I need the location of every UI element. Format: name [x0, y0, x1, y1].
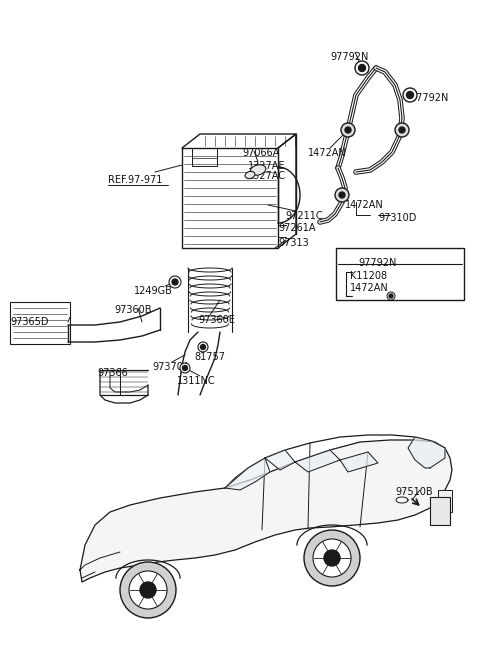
Circle shape: [198, 342, 208, 352]
Text: 1249GB: 1249GB: [134, 286, 173, 296]
Circle shape: [120, 562, 176, 618]
Polygon shape: [340, 452, 378, 472]
Text: 97261A: 97261A: [278, 223, 315, 233]
Circle shape: [407, 91, 413, 98]
Text: K11208: K11208: [350, 271, 387, 281]
Text: 1472AN: 1472AN: [350, 283, 389, 293]
Bar: [438, 490, 452, 512]
Circle shape: [345, 127, 351, 133]
Circle shape: [359, 64, 365, 72]
Circle shape: [395, 123, 409, 137]
Text: 97370A: 97370A: [152, 362, 190, 372]
Text: 97211C: 97211C: [285, 211, 323, 221]
Ellipse shape: [250, 165, 266, 175]
Circle shape: [140, 582, 156, 598]
Text: 97365D: 97365D: [10, 317, 48, 327]
Circle shape: [129, 571, 167, 609]
Polygon shape: [225, 458, 270, 490]
Circle shape: [387, 292, 395, 300]
Circle shape: [403, 88, 417, 102]
Polygon shape: [265, 450, 295, 470]
Text: 97792N: 97792N: [358, 258, 396, 268]
Text: 1472AN: 1472AN: [345, 200, 384, 210]
Circle shape: [389, 294, 393, 298]
Circle shape: [399, 127, 405, 133]
Circle shape: [182, 365, 188, 371]
Text: 97366: 97366: [97, 368, 128, 378]
Text: 97360B: 97360B: [114, 305, 152, 315]
Polygon shape: [295, 450, 340, 472]
Text: 1327AC: 1327AC: [248, 171, 286, 181]
Circle shape: [304, 530, 360, 586]
Circle shape: [201, 344, 205, 350]
Bar: [192, 148, 217, 158]
Text: 97792N: 97792N: [410, 93, 448, 103]
Bar: [430, 497, 450, 525]
Text: 81757: 81757: [194, 352, 225, 362]
Text: 97313: 97313: [278, 238, 309, 248]
Text: 1311NC: 1311NC: [177, 376, 216, 386]
Text: 1327AE: 1327AE: [248, 161, 286, 171]
Bar: [336, 248, 464, 300]
Circle shape: [172, 279, 178, 285]
Circle shape: [324, 550, 340, 566]
Text: 97066A: 97066A: [242, 148, 279, 158]
Bar: [192, 148, 217, 166]
Text: 97792N: 97792N: [330, 52, 368, 62]
Circle shape: [335, 188, 349, 202]
Bar: [10, 302, 70, 344]
Text: REF.97-971: REF.97-971: [108, 175, 162, 185]
Polygon shape: [80, 440, 452, 582]
Text: 97310D: 97310D: [378, 213, 416, 223]
Circle shape: [339, 192, 345, 198]
Circle shape: [355, 61, 369, 75]
Text: 97510B: 97510B: [395, 487, 432, 497]
Circle shape: [169, 276, 181, 288]
Circle shape: [313, 539, 351, 577]
Text: 97360E: 97360E: [198, 315, 235, 325]
Circle shape: [341, 123, 355, 137]
Polygon shape: [408, 437, 445, 468]
Text: 1472AN: 1472AN: [308, 148, 347, 158]
Circle shape: [180, 363, 190, 373]
Ellipse shape: [245, 171, 255, 178]
